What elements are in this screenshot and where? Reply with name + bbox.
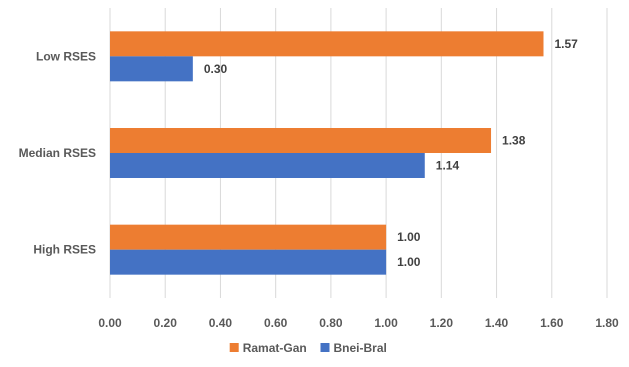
x-tick-label: 0.20 xyxy=(154,316,178,330)
data-label: 1.14 xyxy=(436,159,460,173)
data-label: 0.30 xyxy=(204,62,228,76)
x-tick-label: 0.00 xyxy=(98,316,122,330)
x-axis-ticks: 0.00 0.20 0.40 0.60 0.80 1.00 1.20 1.40 1.60 1.80 xyxy=(98,316,619,330)
bar-ramat-gan-1 xyxy=(110,31,544,57)
legend-swatch-ramat-gan xyxy=(229,343,239,352)
x-tick-label: 0.40 xyxy=(209,316,233,330)
legend-label: Ramat-Gan xyxy=(243,341,307,355)
bar-ramat-gan-2 xyxy=(110,128,492,153)
x-tick-label: 0.60 xyxy=(264,316,288,330)
x-tick-label: 0.80 xyxy=(319,316,343,330)
data-label: 1.00 xyxy=(397,230,421,244)
category-labels: Low RSES Median RSES High RSES xyxy=(19,49,96,256)
category-label: Median RSES xyxy=(19,146,96,160)
data-label: 1.00 xyxy=(397,255,421,269)
data-label: 1.38 xyxy=(502,134,526,148)
legend: Ramat-Gan Bnei-Bral xyxy=(229,341,387,355)
bar-bnei-bral-1 xyxy=(110,56,193,82)
x-tick-label: 1.00 xyxy=(374,316,398,330)
x-tick-label: 1.80 xyxy=(595,316,619,330)
x-tick-label: 1.60 xyxy=(540,316,564,330)
bar-bnei-bral-2 xyxy=(110,153,425,178)
x-tick-label: 1.40 xyxy=(485,316,509,330)
legend-swatch-bnei-bral xyxy=(320,343,330,352)
bars xyxy=(110,31,544,275)
data-label: 1.57 xyxy=(554,37,578,51)
legend-label: Bnei-Bral xyxy=(334,341,387,355)
bar-ramat-gan-3 xyxy=(110,224,387,250)
x-tick-label: 1.20 xyxy=(430,316,454,330)
category-label: Low RSES xyxy=(36,49,96,63)
bar-bnei-bral-3 xyxy=(110,249,387,275)
data-labels: 1.57 0.30 1.38 1.14 1.00 1.00 xyxy=(204,37,578,269)
category-label: High RSES xyxy=(33,243,96,257)
